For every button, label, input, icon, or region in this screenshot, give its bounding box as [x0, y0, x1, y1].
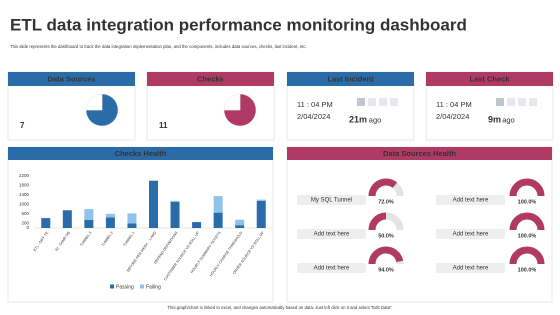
bar [84, 219, 94, 228]
gauge-value [368, 212, 387, 231]
gauge-label: 100.0% [518, 233, 537, 239]
bar [127, 213, 137, 224]
card-date: 2/04/2024 [436, 112, 469, 121]
card-elapsed: 21m [349, 114, 367, 124]
gauge-value [509, 212, 545, 231]
label-box [436, 195, 505, 205]
y-tick-label: 600 [21, 211, 29, 216]
y-tick-label: 200 [21, 220, 29, 225]
bar [149, 180, 158, 228]
card-time: 11 : 04 PM [436, 100, 472, 109]
bar [256, 200, 266, 228]
card-time: 11 : 04 PM [297, 100, 333, 109]
gauge-label: 72.0% [378, 199, 394, 205]
card-value: 7 [20, 121, 25, 130]
card-header [287, 72, 414, 86]
legend-swatch [140, 284, 144, 289]
gauge-label: 50.0% [378, 233, 394, 239]
bar [192, 222, 202, 228]
gauge-value [509, 178, 545, 197]
status-square [368, 98, 376, 106]
card-title: Last Check [469, 74, 510, 83]
card-value: 11 [159, 121, 168, 130]
panel-header [8, 147, 273, 160]
pie-slice [85, 93, 103, 111]
gauge-value [509, 246, 545, 265]
bar [41, 218, 51, 228]
card-header [8, 72, 135, 86]
bar [127, 223, 137, 228]
label-box [297, 263, 366, 273]
pie-slice [223, 93, 241, 111]
panel-header [287, 147, 552, 160]
item-label: Add text here [314, 232, 350, 238]
gauge-label: 100.0% [518, 267, 537, 273]
card-title: Last Incident [327, 74, 374, 83]
gauge-label: 100.0% [518, 199, 537, 205]
card-elapsed: 9m [488, 114, 501, 124]
y-tick-label: 1800 [19, 183, 30, 188]
card-title: Data Sources [48, 74, 96, 83]
panel [286, 146, 553, 303]
status-square [518, 98, 526, 106]
bar [213, 196, 223, 213]
gauge-value [368, 178, 398, 197]
panel-title: Checks Health [115, 149, 167, 158]
page-title: ETL data integration performance monitor… [10, 15, 467, 34]
y-tick-label: 1000 [19, 202, 30, 207]
y-tick-label: 0 [26, 225, 29, 230]
page-subtitle: This slide represents the dashboard to t… [10, 44, 307, 49]
status-square [507, 98, 515, 106]
card-suffix: ago [502, 115, 515, 124]
bar [105, 213, 115, 218]
item-label: Add text here [314, 266, 350, 272]
label-box [436, 263, 505, 273]
item-label: Add text here [453, 232, 489, 238]
gauge-label: 94.0% [378, 267, 394, 273]
card-header [426, 72, 553, 86]
bar [62, 210, 72, 228]
item-label: My SQL Tunnel [311, 198, 352, 204]
bar [105, 217, 115, 228]
page-footer: This graph/chart is linked to excel, and… [167, 305, 392, 310]
status-square [357, 98, 365, 106]
card-title: Checks [197, 74, 224, 83]
legend-label: Failing [146, 284, 161, 290]
legend-label: Passing [116, 284, 134, 290]
gauge-value [368, 246, 404, 265]
status-square [379, 98, 387, 106]
card-header [147, 72, 274, 86]
label-box [436, 229, 505, 239]
bar [170, 202, 180, 228]
status-square [390, 98, 398, 106]
item-label: Add text here [453, 198, 489, 204]
label-box [297, 195, 366, 205]
item-label: Add text here [453, 266, 489, 272]
y-tick-label: 2200 [19, 173, 30, 178]
legend-swatch [110, 284, 114, 289]
bar [256, 199, 266, 201]
card-date: 2/04/2024 [297, 112, 330, 121]
bar [84, 209, 94, 220]
bar [213, 212, 223, 228]
bar [170, 200, 180, 202]
bar [235, 219, 245, 226]
status-square [496, 98, 504, 106]
panel [7, 146, 274, 303]
bar [235, 225, 245, 228]
label-box [297, 229, 366, 239]
y-tick-label: 1400 [19, 192, 30, 197]
pie-slice [223, 93, 257, 127]
pie-slice [85, 93, 119, 127]
status-square [529, 98, 537, 106]
panel-title: Data Sources Health [383, 149, 456, 158]
card-suffix: ago [369, 115, 382, 124]
